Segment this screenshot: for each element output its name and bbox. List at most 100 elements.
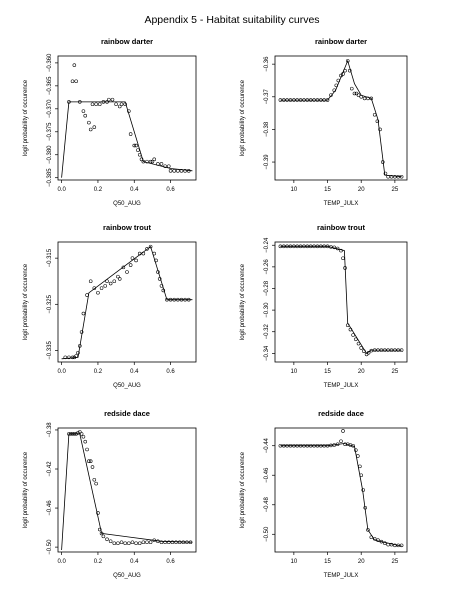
data-point <box>166 164 171 168</box>
chart-panel-2: rainbow darter TEMP_JULX logit probability… <box>240 37 408 207</box>
y-tick-label: −0.44 <box>264 437 270 453</box>
data-point <box>389 174 394 179</box>
x-tick-label: 20 <box>358 559 365 565</box>
data-point <box>105 279 109 284</box>
data-point <box>81 435 86 439</box>
data-point <box>174 540 178 545</box>
data-point <box>141 540 146 545</box>
data-point <box>88 459 93 463</box>
data-point <box>376 538 380 542</box>
data-point <box>128 132 133 136</box>
data-point <box>354 337 358 342</box>
data-point <box>88 127 93 132</box>
data-point <box>92 125 97 129</box>
y-tick-label: −0.365 <box>47 76 53 95</box>
data-point <box>172 169 176 173</box>
data-point <box>85 447 89 452</box>
chart-title: redside dace <box>318 409 364 418</box>
y-tick-label: −0.34 <box>264 345 270 361</box>
data-point <box>159 540 164 545</box>
data-point <box>152 157 157 162</box>
y-tick-label: −0.46 <box>264 467 270 483</box>
data-point <box>96 511 100 515</box>
plot-frame <box>57 55 197 181</box>
y-tick-label: −0.370 <box>47 99 53 118</box>
data-point <box>341 256 345 260</box>
y-tick-label: −0.24 <box>264 237 270 253</box>
x-tick-label: 15 <box>324 559 331 565</box>
data-point <box>356 93 361 97</box>
data-point <box>76 350 80 355</box>
data-point <box>134 258 138 263</box>
data-point <box>130 540 135 545</box>
x-tick-label: 0.4 <box>130 187 139 193</box>
chart-panel-1: rainbow darter Q50_AUG logit probability o… <box>23 37 197 207</box>
fit-curve <box>61 101 193 178</box>
y-tick-label: −0.32 <box>264 323 270 339</box>
data-point <box>112 541 117 545</box>
data-point <box>107 97 111 102</box>
data-point <box>127 541 131 545</box>
data-point <box>94 102 98 106</box>
y-axis-label: logit probability of occurence <box>240 263 246 340</box>
x-tick-label: 25 <box>392 187 399 193</box>
y-tick-label: −0.42 <box>47 461 53 477</box>
data-point <box>81 109 86 113</box>
x-tick-label: 0.2 <box>94 187 103 193</box>
data-point <box>170 540 175 545</box>
data-point <box>76 431 80 435</box>
x-tick-label: 0.4 <box>130 559 139 565</box>
data-point <box>116 541 120 545</box>
y-tick-label: −0.38 <box>264 121 270 137</box>
x-tick-label: 10 <box>291 559 298 565</box>
data-point <box>87 459 91 463</box>
data-point <box>72 63 77 67</box>
x-tick-label: 0.2 <box>94 559 103 565</box>
chart-title: rainbow darter <box>315 37 367 46</box>
data-point <box>94 481 98 486</box>
data-point <box>92 477 97 482</box>
plot-frame <box>274 241 408 363</box>
chart-panel-6: redside dace TEMP_JULX logit probability o… <box>240 409 408 579</box>
data-point <box>128 263 133 267</box>
data-point <box>356 341 361 346</box>
data-point <box>96 290 100 295</box>
chart-panel-3: rainbow trout Q50_AUG logit probability of… <box>23 223 197 389</box>
x-axis-label: Q50_AUG <box>113 573 141 579</box>
data-point <box>83 113 88 118</box>
y-tick-label: −0.26 <box>264 259 270 275</box>
data-point <box>130 256 135 260</box>
data-point <box>78 430 82 434</box>
x-tick-label: 15 <box>324 369 331 375</box>
fit-curve <box>280 59 402 178</box>
data-point <box>114 102 118 106</box>
chart-title: redside dace <box>104 409 150 418</box>
y-tick-label: −0.380 <box>47 145 53 164</box>
fit-curve <box>61 245 193 360</box>
plot-frame <box>274 55 408 181</box>
plot-frame <box>57 241 197 363</box>
x-tick-label: 20 <box>358 369 365 375</box>
data-point <box>183 169 187 173</box>
chart-panel-5: redside dace Q50_AUG logit probability of … <box>23 409 197 579</box>
y-tick-label: −0.38 <box>47 422 53 438</box>
data-point <box>117 104 122 109</box>
x-tick-label: 10 <box>291 187 298 193</box>
data-point <box>70 79 75 84</box>
x-tick-label: 0.6 <box>166 369 175 375</box>
x-axis-label: TEMP_JULX <box>324 573 359 579</box>
chart-title: rainbow trout <box>103 223 151 232</box>
data-point <box>81 311 86 316</box>
y-tick-label: −0.315 <box>47 248 53 267</box>
x-tick-label: 0.0 <box>57 559 66 565</box>
page-title: Appendix 5 - Habitat suitability curves <box>144 14 320 26</box>
data-point <box>145 159 149 164</box>
data-point <box>159 162 164 166</box>
data-point <box>163 164 167 168</box>
y-tick-label: −0.50 <box>47 539 53 555</box>
x-axis-label: TEMP_JULX <box>324 201 359 207</box>
data-point <box>97 527 102 532</box>
data-point <box>99 286 104 290</box>
x-tick-label: 0.2 <box>94 369 103 375</box>
